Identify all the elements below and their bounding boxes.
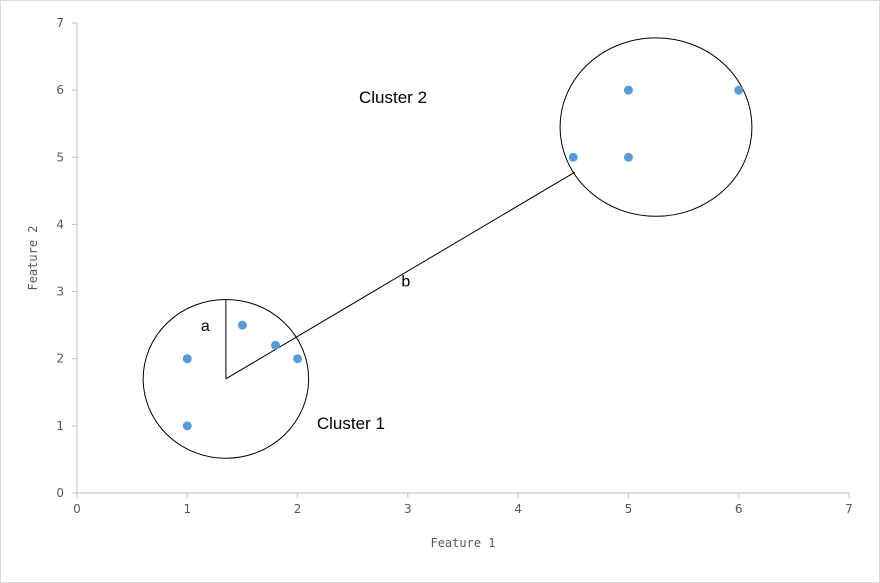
y-tick-label: 4 xyxy=(56,217,64,231)
data-points xyxy=(182,85,744,431)
cluster-2-circle xyxy=(559,37,753,217)
distance-line-b xyxy=(225,171,576,380)
data-point xyxy=(623,152,633,162)
x-tick-label: 3 xyxy=(404,502,412,516)
y-tick-label: 2 xyxy=(56,352,64,366)
data-point xyxy=(734,85,744,95)
cluster-2-label: Cluster 2 xyxy=(359,88,427,107)
data-point xyxy=(237,320,247,330)
y-tick-label: 1 xyxy=(56,419,64,433)
data-point xyxy=(182,354,192,364)
y-tick-label: 5 xyxy=(56,150,64,164)
data-point xyxy=(293,354,303,364)
x-tick-label: 2 xyxy=(294,502,302,516)
y-tick-label: 7 xyxy=(56,16,64,30)
data-point xyxy=(623,85,633,95)
x-tick-label: 7 xyxy=(845,502,853,516)
x-tick-label: 0 xyxy=(73,502,81,516)
data-point xyxy=(568,152,578,162)
label-b: b xyxy=(401,274,410,291)
data-point xyxy=(271,340,281,350)
x-tick-label: 6 xyxy=(735,502,743,516)
y-axis-label: Feature 2 xyxy=(26,225,40,290)
y-tick-label: 3 xyxy=(56,285,64,299)
cluster-annotations: a b Cluster 1 Cluster 2 xyxy=(142,37,753,459)
x-tick-label: 1 xyxy=(183,502,191,516)
x-axis-label: Feature 1 xyxy=(430,536,495,550)
data-point xyxy=(182,421,192,431)
axes: 0 1 2 3 4 5 6 7 0 1 2 3 4 5 6 7 xyxy=(56,16,852,516)
x-tick-label: 5 xyxy=(625,502,633,516)
y-tick-label: 0 xyxy=(56,486,64,500)
y-tick-label: 6 xyxy=(56,83,64,97)
x-tick-label: 4 xyxy=(514,502,522,516)
cluster-1-label: Cluster 1 xyxy=(317,414,385,433)
label-a: a xyxy=(201,318,210,335)
